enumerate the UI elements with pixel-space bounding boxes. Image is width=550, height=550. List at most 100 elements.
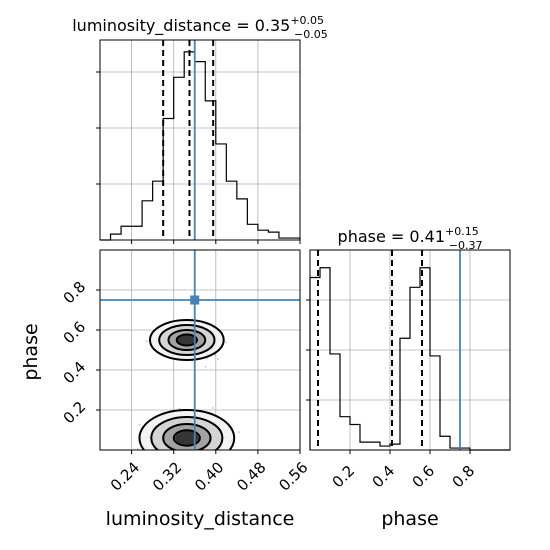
- joint-sample-point: [171, 454, 173, 456]
- joint-sample-point: [205, 452, 207, 454]
- joint-sample-point: [183, 455, 185, 457]
- joint-xtick-label-3: 0.48: [233, 458, 269, 494]
- joint-sample-point: [203, 455, 205, 457]
- joint-sample-point: [155, 453, 157, 455]
- joint-sample-point: [186, 453, 188, 455]
- joint-sample-point: [210, 458, 212, 460]
- phase-title-prefix: phase =: [338, 227, 410, 246]
- joint-density-fill-0-3: [177, 335, 197, 345]
- joint-sample-point: [196, 454, 198, 456]
- joint-sample-point: [217, 453, 219, 455]
- joint-sample-point: [201, 458, 203, 460]
- joint-sample-point: [189, 465, 191, 467]
- joint-sample-point: [193, 463, 195, 465]
- joint-ytick-label-0: 0.2: [60, 398, 90, 428]
- joint-xtick-label-2: 0.40: [191, 458, 227, 494]
- joint-contour-1-1: [150, 416, 224, 450]
- joint-sample-point: [166, 452, 168, 454]
- x-axis-label-luminosity-distance: luminosity_distance: [106, 508, 295, 530]
- joint-sample-point: [192, 452, 194, 454]
- joint-sample-point: [145, 340, 148, 343]
- luminosity-distance-title: luminosity_distance = 0.35+0.05 −0.05: [72, 14, 328, 41]
- joint-sample-point: [182, 453, 184, 455]
- x-axis-label-phase: phase: [381, 508, 438, 530]
- joint-sample-point: [213, 450, 215, 452]
- joint-sample-point: [174, 457, 176, 459]
- luminosity-distance-title-median: 0.35: [255, 16, 291, 35]
- phase-title-median: 0.41: [409, 227, 445, 246]
- joint-density: [137, 319, 240, 467]
- phase-marginal-xtick-label-2: 0.6: [409, 462, 439, 492]
- luminosity-distance-title-prefix: luminosity_distance =: [72, 16, 254, 36]
- joint-sample-point: [184, 451, 186, 453]
- joint-sample-point: [164, 453, 166, 455]
- joint-sample-point: [184, 461, 186, 463]
- joint-contour-0-0: [149, 319, 225, 361]
- joint-sample-point: [202, 455, 204, 457]
- joint-sample-point: [198, 452, 200, 454]
- joint-xtick-label-0: 0.24: [107, 458, 143, 494]
- phase-title-minus: −0.37: [449, 239, 483, 252]
- joint-sample-point: [211, 407, 214, 409]
- joint-sample-point: [184, 452, 186, 454]
- joint-contour-0-1: [158, 324, 216, 356]
- joint-sample-point: [157, 456, 159, 458]
- joint-contour-0-3: [175, 333, 198, 347]
- joint-sample-point: [138, 423, 141, 426]
- joint-contour-0-2: [167, 329, 207, 351]
- joint-sample-point: [161, 456, 163, 458]
- joint-sample-point: [180, 455, 182, 457]
- joint-sample-point: [204, 459, 206, 461]
- joint-sample-point: [191, 455, 193, 457]
- phase-marginal-histogram: [309, 267, 510, 451]
- joint-contour-1-0: [138, 409, 236, 450]
- joint-sample-point: [173, 454, 175, 456]
- joint-sample-point: [197, 456, 199, 458]
- joint-sample-point: [178, 456, 180, 458]
- joint-sample-point: [175, 455, 177, 457]
- ld-marginal-frame: [99, 39, 301, 241]
- phase-marginal-xtick-label-0: 0.2: [329, 462, 359, 492]
- joint-truth-marker: [190, 295, 200, 305]
- joint-ytick-label-2: 0.6: [60, 318, 90, 348]
- joint-sample-point: [203, 458, 205, 460]
- joint-sample-point: [160, 459, 162, 461]
- joint-density-fill-1-3: [175, 431, 199, 445]
- joint-ytick-label-1: 0.4: [60, 358, 90, 388]
- joint-sample-point: [237, 431, 240, 434]
- joint-sample-point: [221, 452, 223, 454]
- phase-marginal-xtick-label-1: 0.4: [369, 462, 399, 492]
- joint-sample-point: [166, 455, 168, 457]
- joint-xtick-label-1: 0.32: [149, 458, 185, 494]
- joint-xtick-label-4: 0.56: [275, 458, 311, 494]
- joint-sample-point: [210, 454, 212, 456]
- joint-sample-point: [166, 456, 168, 458]
- luminosity-distance-title-plus: +0.05: [290, 14, 324, 27]
- joint-sample-point: [203, 461, 205, 463]
- joint-ytick-label-3: 0.8: [60, 278, 90, 308]
- joint-sample-point: [182, 451, 184, 453]
- joint-sample-point: [179, 450, 181, 452]
- luminosity-distance-title-minus: −0.05: [294, 28, 328, 41]
- joint-contour-1-2: [162, 423, 212, 450]
- joint-sample-point: [205, 450, 207, 452]
- joint-sample-point: [185, 464, 187, 466]
- joint-sample-point: [228, 465, 230, 467]
- joint-sample-point: [176, 457, 178, 459]
- joint-sample-point: [216, 358, 219, 360]
- joint-sample-point: [224, 341, 227, 344]
- joint-sample-point: [204, 365, 207, 368]
- joint-sample-point: [204, 461, 206, 463]
- phase-marginal-xtick-label-3: 0.8: [449, 462, 479, 492]
- joint-sample-point: [160, 451, 162, 453]
- joint-sample-point: [184, 465, 186, 467]
- joint-sample-point: [203, 452, 205, 454]
- joint-sample-point: [147, 454, 149, 456]
- y-axis-label-phase: phase: [20, 323, 42, 380]
- joint-sample-point: [191, 454, 193, 456]
- phase-title-plus: +0.15: [445, 225, 479, 238]
- joint-sample-point: [187, 452, 189, 454]
- joint-sample-point: [164, 455, 166, 457]
- ld-marginal-histogram: [100, 51, 301, 241]
